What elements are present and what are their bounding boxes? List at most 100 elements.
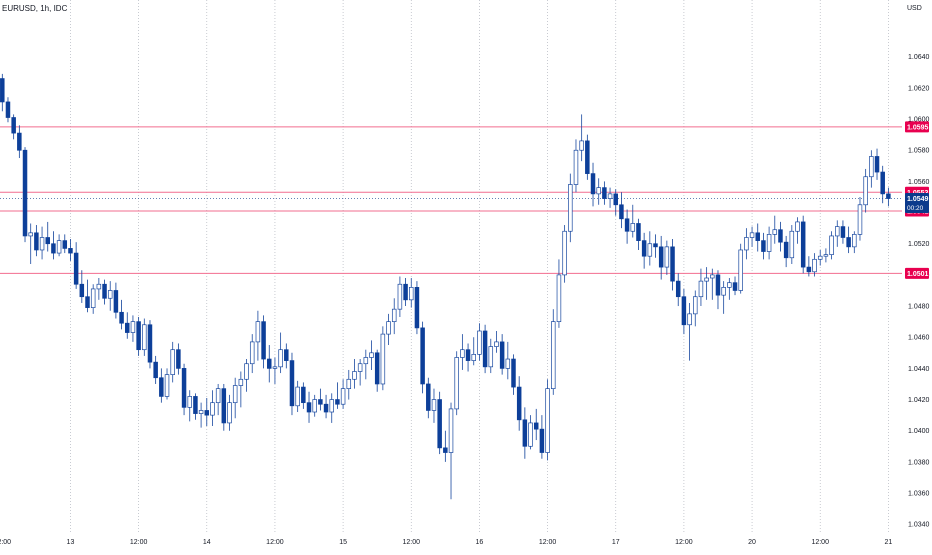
candle-body-up [573,149,579,185]
candle-body-up [744,237,749,251]
price-tick-label: 1.0440 [908,366,930,373]
candle-body-down [51,243,56,254]
candle-body-up [494,341,499,347]
candle-body-up [107,290,113,299]
time-axis[interactable]: 12:00 13 12:00 14 12:00 15 12:00 16 12:00 17 12:00… [0,539,932,546]
candle-body-down [289,360,295,407]
symbol-label[interactable]: EURUSD, 1h, IDC [2,4,68,13]
candle-body-up [710,274,715,279]
candle-body-up [90,288,96,308]
candle-body-up [244,363,249,380]
time-tick-label: 20 [748,539,756,546]
candle-body-down [181,368,187,408]
candle-body-up [380,333,386,385]
candle-body-up [255,321,261,343]
candle-body-down [619,204,624,220]
candle-body-up [817,255,823,260]
candle-body-down [732,282,738,291]
candle-body-up [738,249,743,291]
candle-body-up [363,357,369,365]
candle-body-down [778,229,783,243]
price-level-badge-label: 1.0501 [907,271,929,278]
candle-body-up [329,399,334,413]
candle-body-down [301,386,306,404]
candle-body-up [687,313,692,326]
candle-body-up [386,321,391,335]
candle-body-up [448,408,454,453]
price-tick-label: 1.0380 [908,459,930,466]
price-tick-label: 1.0420 [908,397,930,404]
candles [0,73,891,500]
candle-body-down [602,187,607,199]
candle-body-up [198,410,204,414]
candle-body-down [624,218,630,232]
candle-body-up [56,240,62,254]
candle-body-down [715,274,721,296]
candle-body-up [477,330,482,355]
price-level-badge [905,121,929,133]
candle-body-up [431,399,437,411]
currency-label: USD [907,5,922,12]
candle-body-up [471,354,476,361]
candle-body-up [227,402,232,424]
candle-body-up [698,280,704,298]
candle-body-up [704,277,709,282]
time-tick-label: 12:00 [811,539,829,546]
price-tick-label: 1.0460 [908,335,930,342]
candle-body-down [437,399,442,449]
candle-body-up [357,363,363,372]
candle-body-down [482,330,488,368]
candle-body-down [426,383,431,411]
time-tick-label: 13 [67,539,75,546]
horizontal-levels[interactable] [0,126,902,274]
time-tick-label: 21 [884,539,892,546]
candle-body-up [568,184,573,232]
candle-body-up [96,283,102,290]
candle-body-up [409,287,414,301]
time-tick-label: 12:00 [266,539,284,546]
candle-body-down [335,399,340,405]
candle-body-up [835,226,840,237]
candle-body-up [130,321,136,333]
price-tick-label: 1.0480 [908,304,930,311]
candle-body-up [772,229,778,235]
candle-body-up [863,176,868,206]
candle-body-up [369,352,374,358]
candle-body-down [585,140,590,174]
candle-body-up [505,358,511,369]
candle-body-up [766,234,772,252]
candle-body-up [397,283,403,310]
candle-body-up [528,422,533,447]
candle-body-up [647,243,653,257]
candle-body-down [267,358,272,369]
candle-body-down [45,237,50,245]
candle-body-up [170,349,175,375]
time-tick-label: 14 [203,539,211,546]
candle-body-down [420,327,425,385]
candle-body-up [545,388,550,453]
candle-body-down [0,78,5,103]
price-level-badge [905,267,929,279]
candle-body-down [613,193,618,206]
candle-body-down [681,296,687,326]
candle-body-up [857,204,863,235]
time-tick-label: 12:00 [539,539,557,546]
candle-body-down [874,156,880,173]
candle-body-down [22,149,28,237]
candle-body-up [869,156,874,178]
time-tick-label: 12:00 [402,539,420,546]
candle-body-down [670,246,675,282]
candle-body-up [249,341,255,365]
candle-body-up [551,321,556,389]
candle-body-down [414,287,420,329]
candle-body-up [556,274,562,322]
candle-body-down [153,361,158,379]
candle-body-up [164,374,170,397]
candle-body-up [278,349,283,368]
candle-body-down [783,241,789,259]
candle-body-up [721,287,726,296]
candle-body-down [125,322,130,333]
